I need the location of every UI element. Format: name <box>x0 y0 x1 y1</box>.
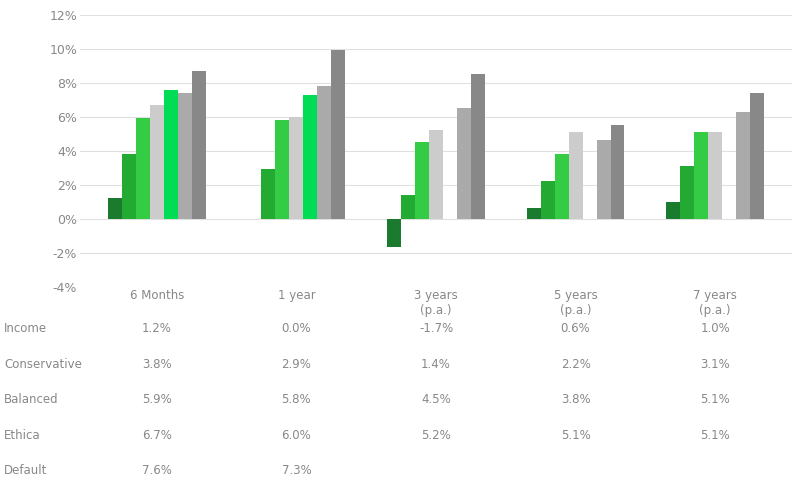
Bar <box>178 93 192 218</box>
Bar <box>122 154 136 218</box>
Bar <box>136 119 150 218</box>
Text: 5.1%: 5.1% <box>700 429 730 442</box>
Bar <box>401 195 415 218</box>
Bar <box>303 95 318 218</box>
Text: 4.5%: 4.5% <box>421 393 451 406</box>
Text: 1.4%: 1.4% <box>421 358 451 370</box>
Text: 1.0%: 1.0% <box>700 322 730 335</box>
Text: -1.7%: -1.7% <box>419 322 453 335</box>
Text: 5.2%: 5.2% <box>421 429 451 442</box>
Bar <box>708 132 722 218</box>
Text: Conservative: Conservative <box>4 358 82 370</box>
Text: 3.1%: 3.1% <box>700 358 730 370</box>
Bar <box>750 93 764 218</box>
Text: 3.8%: 3.8% <box>561 393 590 406</box>
Text: 5.8%: 5.8% <box>282 393 311 406</box>
Text: 3.8%: 3.8% <box>142 358 171 370</box>
Text: Default: Default <box>4 464 47 477</box>
Text: 0.0%: 0.0% <box>282 322 311 335</box>
Bar <box>387 218 401 247</box>
Text: Balanced: Balanced <box>4 393 58 406</box>
Bar <box>290 117 303 218</box>
Text: 2.9%: 2.9% <box>282 358 311 370</box>
Text: 3 years
(p.a.): 3 years (p.a.) <box>414 289 458 317</box>
Bar <box>262 169 275 218</box>
Bar <box>331 50 346 218</box>
Text: 5.1%: 5.1% <box>700 393 730 406</box>
Text: 6.7%: 6.7% <box>142 429 172 442</box>
Text: 0.6%: 0.6% <box>561 322 590 335</box>
Text: 5.1%: 5.1% <box>561 429 590 442</box>
Bar <box>554 154 569 218</box>
Text: 6 Months: 6 Months <box>130 289 184 302</box>
Bar <box>610 125 625 218</box>
Bar <box>275 120 290 218</box>
Bar <box>457 108 471 218</box>
Text: 7 years
(p.a.): 7 years (p.a.) <box>694 289 737 317</box>
Text: Ethica: Ethica <box>4 429 41 442</box>
Bar <box>471 74 485 218</box>
Text: 7.6%: 7.6% <box>142 464 172 477</box>
Bar <box>694 132 708 218</box>
Text: 6.0%: 6.0% <box>282 429 311 442</box>
Bar <box>150 105 164 218</box>
Bar <box>318 86 331 218</box>
Bar <box>680 166 694 218</box>
Text: 7.3%: 7.3% <box>282 464 311 477</box>
Text: 5.9%: 5.9% <box>142 393 172 406</box>
Bar <box>569 132 582 218</box>
Bar <box>526 208 541 218</box>
Bar <box>429 130 443 218</box>
Text: 1 year: 1 year <box>278 289 315 302</box>
Text: Income: Income <box>4 322 47 335</box>
Text: 1.2%: 1.2% <box>142 322 172 335</box>
Text: 5 years
(p.a.): 5 years (p.a.) <box>554 289 598 317</box>
Bar <box>541 181 554 218</box>
Bar <box>108 198 122 218</box>
Bar <box>736 112 750 218</box>
Bar <box>415 142 429 218</box>
Bar <box>164 89 178 218</box>
Text: 2.2%: 2.2% <box>561 358 590 370</box>
Bar <box>192 71 206 218</box>
Bar <box>666 202 680 218</box>
Bar <box>597 140 610 218</box>
